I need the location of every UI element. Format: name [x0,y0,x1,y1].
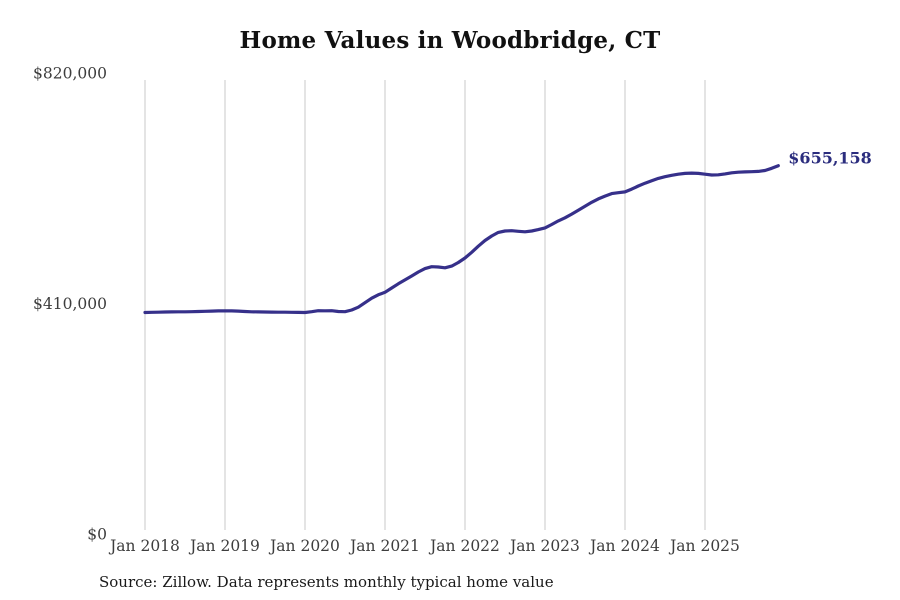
x-tick-label: Jan 2018 [108,537,180,555]
x-tick-label: Jan 2022 [428,537,500,555]
x-tick-label: Jan 2021 [348,537,420,555]
x-tick-label: Jan 2023 [508,537,580,555]
y-tick-label: $820,000 [33,65,107,83]
x-tick-label: Jan 2020 [268,537,340,555]
y-tick-label: $410,000 [33,295,107,313]
y-tick-label: $0 [87,526,107,544]
chart-title: Home Values in Woodbridge, CT [239,27,661,54]
x-tick-label: Jan 2025 [668,537,740,555]
year-gridlines [144,80,706,530]
x-tick-label: Jan 2024 [588,537,660,555]
y-axis-tick-labels: $0 $410,000 $820,000 [33,65,107,544]
x-axis-tick-labels: Jan 2018 Jan 2019 Jan 2020 Jan 2021 Jan 2022… [108,537,740,555]
home-value-series-line [143,164,780,315]
source-note: Source: Zillow. Data represents monthly … [99,573,554,591]
x-tick-label: Jan 2019 [188,537,260,555]
latest-value-label: $655,158 [788,149,872,168]
